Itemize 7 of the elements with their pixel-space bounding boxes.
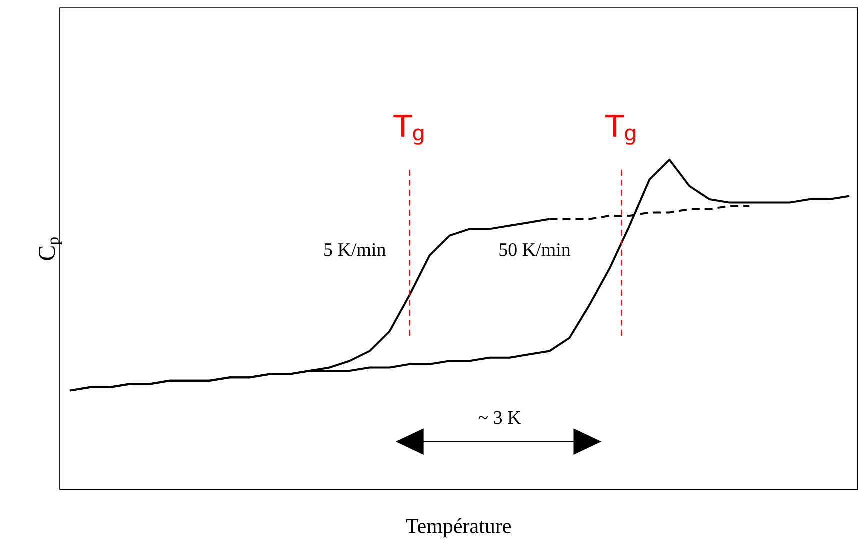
annotation: ~ 3 K <box>478 412 522 424</box>
annotation: 5 K/min <box>324 244 386 256</box>
text: T$_{g}$ <box>606 115 636 146</box>
x-axis-title: Température <box>406 518 511 538</box>
annotation: 50 K/min <box>500 244 571 256</box>
text: T$_{g}$ <box>394 115 424 146</box>
y-axis-title: C$_{p}$ <box>39 238 62 260</box>
